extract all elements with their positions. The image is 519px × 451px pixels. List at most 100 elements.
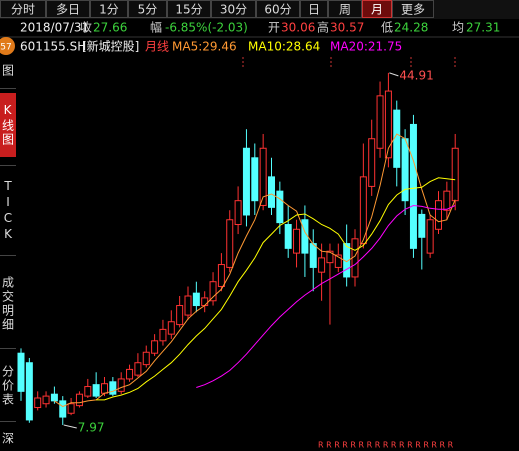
candle-body (184, 295, 192, 316)
legend-entry: MA5:29.46 (172, 40, 237, 54)
sidebar: 57 图 K线图 TICK 成交明细分价表深 (0, 36, 16, 451)
candle-body (59, 400, 67, 418)
candle-body (276, 190, 284, 224)
period: 月线 (145, 40, 169, 54)
candle-body (234, 200, 242, 226)
tab-label[interactable]: 月 (371, 3, 383, 17)
candle-body (134, 362, 142, 376)
info-text: 2018/07/31 (20, 21, 89, 35)
low-annotation: 7.97 (78, 420, 105, 434)
tab-label[interactable]: 30分 (220, 3, 247, 17)
tab[interactable] (90, 0, 128, 18)
info-text: 30.57 (330, 21, 364, 35)
tab-label[interactable]: 5分 (138, 3, 158, 17)
sidebar-item[interactable]: 成交明细 (0, 276, 15, 332)
sidebar-divider (0, 255, 16, 256)
candle-body (142, 351, 150, 366)
candle-body (443, 190, 451, 211)
candle-body (368, 138, 376, 187)
candle-body (259, 147, 267, 206)
tab[interactable] (392, 0, 434, 18)
info-text: 24.28 (394, 21, 428, 35)
candle-body (209, 281, 217, 302)
candle-body (318, 257, 326, 273)
candle-body (151, 340, 159, 354)
sidebar-divider (0, 165, 16, 166)
tab[interactable] (167, 0, 211, 18)
ma-line (96, 177, 456, 401)
sidebar-item[interactable]: 深 (0, 431, 15, 446)
sidebar-item[interactable]: 分价表 (0, 365, 15, 407)
tab-label[interactable]: 多日 (56, 3, 80, 17)
candle-body (309, 243, 317, 268)
tab-label[interactable]: 更多 (401, 3, 425, 17)
info-text: 幅 (150, 20, 162, 35)
candle-body (75, 393, 83, 407)
tab[interactable] (128, 0, 167, 18)
candle-body (376, 95, 384, 149)
candle-body (201, 297, 209, 307)
badge-text: 57 (0, 43, 11, 53)
badge-circle (0, 37, 15, 55)
candle-body (326, 250, 334, 264)
candle-body (192, 292, 200, 307)
sidebar-item[interactable]: K线图 (0, 93, 16, 157)
candle-body (242, 147, 250, 216)
annotation-arrow (63, 424, 77, 429)
candle-body (50, 393, 58, 402)
candle-body (359, 176, 367, 245)
info-text: 收 (80, 21, 92, 35)
tab-label[interactable]: 1分 (99, 3, 119, 17)
legend-entry: MA10:28.64 (248, 40, 320, 54)
tab-label[interactable]: 日 (308, 3, 320, 17)
candle-body (334, 254, 342, 268)
legend-entry: MA20:21.75 (330, 40, 402, 54)
tab[interactable] (328, 0, 362, 18)
sidebar-item[interactable]: 图 (0, 64, 15, 78)
info-text: -6.85%(-2.03) (165, 21, 248, 35)
candle-body (393, 109, 401, 168)
candle-body (426, 219, 434, 254)
info-text: 低 (381, 21, 393, 35)
candle-body (284, 224, 292, 249)
candle-body (176, 305, 184, 326)
candle-body (109, 381, 117, 395)
sidebar-item[interactable]: TICK (1, 179, 15, 243)
info-text: 30.06 (281, 21, 315, 35)
tab[interactable] (0, 0, 46, 18)
tab[interactable] (211, 0, 256, 18)
badge: 57 (0, 37, 15, 55)
tab[interactable] (46, 0, 90, 18)
ma-line (196, 204, 456, 388)
candle-body (92, 384, 100, 397)
tab[interactable] (300, 0, 328, 18)
ma-line (54, 133, 456, 408)
candle-body (25, 362, 33, 421)
candle-body (126, 368, 134, 380)
candle-body (451, 147, 459, 202)
tab-label[interactable]: 周 (339, 3, 351, 17)
rights-markers: R R R R R R R R R R R R R R R R R (318, 441, 454, 450)
candle-body (159, 328, 167, 342)
candle-body (17, 352, 25, 392)
sidebar-divider (0, 421, 16, 422)
candle-body (101, 383, 108, 394)
candle-body (84, 386, 92, 397)
tab-label[interactable]: 分时 (11, 3, 35, 17)
sidebar-divider (0, 88, 16, 89)
tab-label[interactable]: 60分 (264, 3, 291, 17)
candle-body (418, 213, 426, 238)
candle-body (67, 403, 75, 414)
candle-body (401, 138, 409, 202)
annotation-arrow (389, 72, 399, 77)
candle-body (42, 395, 50, 405)
tab-active[interactable] (362, 0, 392, 18)
candle-body (217, 264, 225, 287)
sidebar-divider (0, 348, 16, 349)
period-markers (242, 57, 456, 67)
info-text: 开 (268, 21, 280, 35)
tab[interactable] (256, 0, 300, 18)
tab-label[interactable]: 15分 (175, 3, 202, 17)
stock-code: 601155.SH (20, 40, 86, 54)
